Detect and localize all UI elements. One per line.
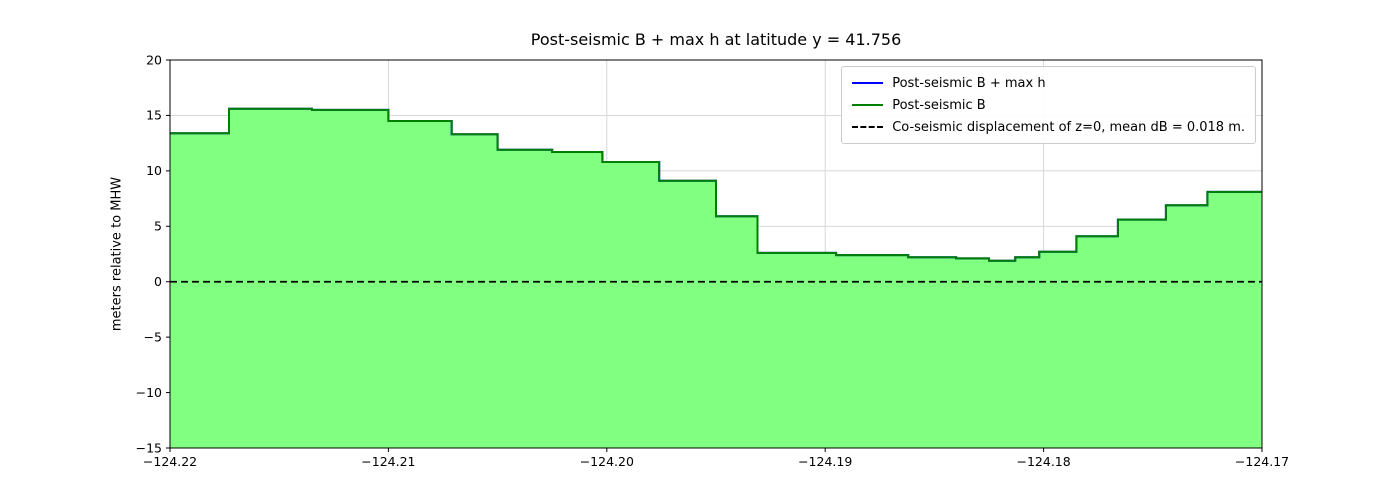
y-tick-label: −5 <box>144 329 162 344</box>
legend-label: Post-seismic B <box>892 97 986 113</box>
legend-line-icon <box>852 82 884 84</box>
y-tick-label: 0 <box>154 274 162 289</box>
y-tick-label: 20 <box>146 52 162 67</box>
x-tick-label: −124.21 <box>361 454 415 469</box>
x-tick-label: −124.19 <box>798 454 852 469</box>
y-tick-label: 10 <box>146 163 162 178</box>
x-tick-label: −124.20 <box>580 454 634 469</box>
legend-entry: Post-seismic B <box>852 96 1245 114</box>
legend-entry: Co-seismic displacement of z=0, mean dB … <box>852 118 1245 136</box>
x-tick-label: −124.22 <box>143 454 197 469</box>
chart-title: Post-seismic B + max h at latitude y = 4… <box>530 30 902 49</box>
y-tick-label: 5 <box>154 219 162 234</box>
legend: Post-seismic B + max h Post-seismic B Co-s… <box>841 66 1256 144</box>
y-tick-label: −15 <box>136 440 162 455</box>
legend-dashed-line-icon <box>852 126 884 128</box>
legend-line-icon <box>852 104 884 106</box>
legend-entry: Post-seismic B + max h <box>852 74 1245 92</box>
legend-label: Post-seismic B + max h <box>892 75 1046 91</box>
axes-border <box>169 59 1263 449</box>
series-line-post-seismic-b <box>170 107 1262 262</box>
y-axis-label: meters relative to MHW <box>109 176 125 332</box>
legend-label: Co-seismic displacement of z=0, mean dB … <box>892 119 1245 135</box>
y-tick-label: 15 <box>146 108 162 123</box>
x-tick-label: −124.18 <box>1016 454 1070 469</box>
y-tick-label: −10 <box>136 385 162 400</box>
area-fill <box>170 108 1262 449</box>
x-tick-label: −124.17 <box>1235 454 1289 469</box>
